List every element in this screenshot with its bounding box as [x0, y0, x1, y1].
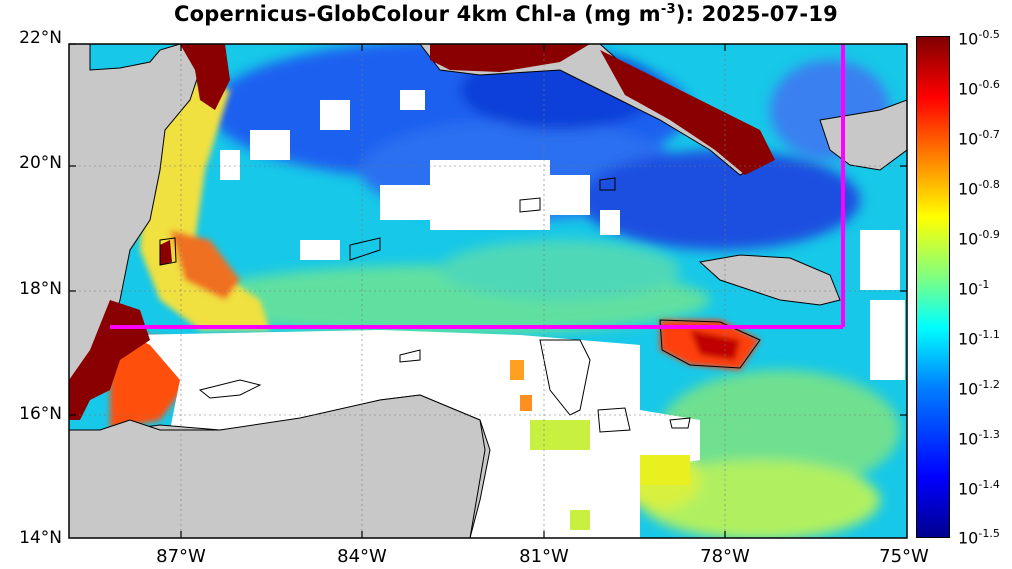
colorbar-tick: 10-1.3 [958, 428, 1000, 449]
colorbar-tick: 10-0.6 [958, 78, 1000, 99]
colorbar-tick: 10-0.8 [958, 178, 1000, 199]
coastal-high-chl [69, 44, 775, 420]
colorbar-tick: 10-1.2 [958, 378, 1000, 399]
lon-label: 75°W [879, 546, 929, 567]
colorbar-tick: 10-1.4 [958, 478, 1000, 499]
colorbar-tick: 10-0.7 [958, 128, 1000, 149]
scattered-blooms [420, 360, 690, 530]
lat-label: 20°N [19, 153, 62, 173]
colorbar-tick: 10-1 [958, 278, 990, 299]
colorbar-tick: 10-1.5 [958, 527, 1000, 548]
colorbar [916, 36, 950, 538]
axis-ticks [69, 43, 907, 538]
graticule [69, 44, 907, 538]
lon-label: 87°W [156, 546, 206, 567]
coastal-plume [110, 80, 760, 432]
lat-label: 16°N [19, 404, 62, 424]
lon-label: 84°W [337, 546, 387, 567]
depth-contours [159, 177, 761, 433]
lon-label: 81°W [519, 546, 569, 567]
lat-label: 22°N [19, 28, 62, 48]
map-title: Copernicus-GlobColour 4km Chl-a (mg m-3)… [174, 2, 838, 26]
colorbar-tick: 10-0.5 [958, 28, 1000, 49]
lon-label: 78°W [700, 546, 750, 567]
colorbar-tick: 10-0.9 [958, 228, 1000, 249]
colorbar-tick: 10-1.1 [958, 328, 1000, 349]
study-region-box [110, 44, 845, 329]
land-sw [69, 394, 486, 538]
lat-label: 14°N [19, 528, 62, 548]
lat-label: 18°N [19, 279, 62, 299]
